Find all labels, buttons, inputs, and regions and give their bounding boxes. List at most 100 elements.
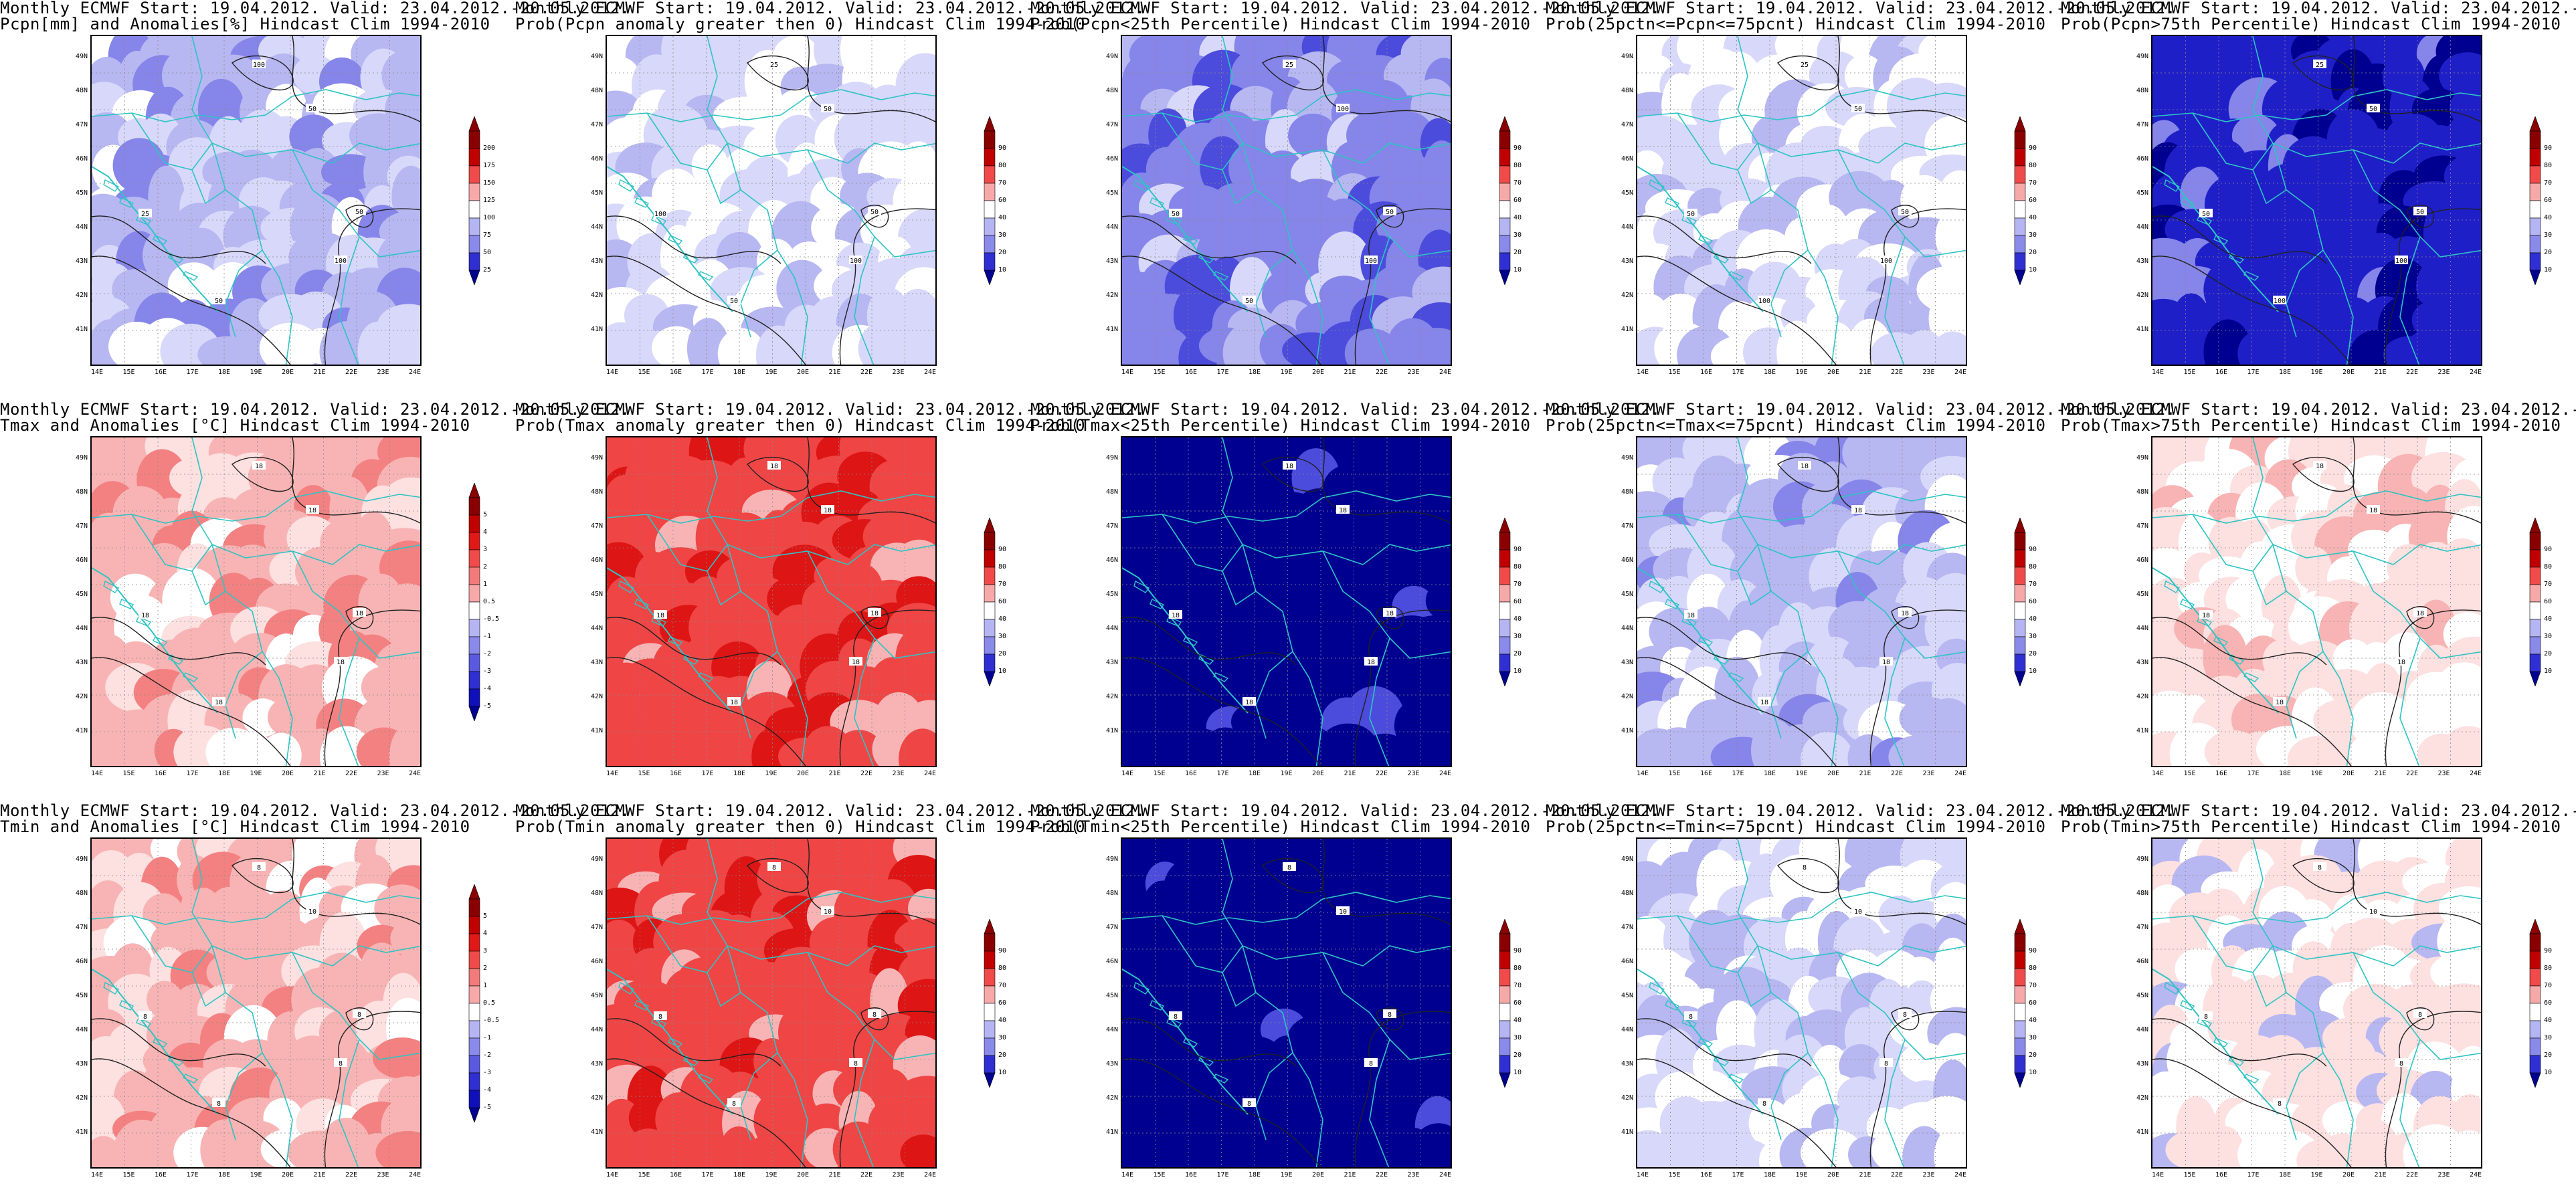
country-border [1770, 651, 1809, 739]
contour-label: 50 [730, 298, 738, 305]
map-panel: Monthly ECMWF Start: 19.04.2012. Valid: … [515, 401, 1145, 803]
lat-tick-label: 44N [1621, 625, 1633, 632]
country-border [2326, 490, 2481, 517]
lon-tick-label: 16E [154, 770, 167, 777]
lon-tick-label: 23E [1407, 770, 1420, 777]
island-outline [634, 1000, 650, 1011]
colorbar-segment [984, 183, 996, 201]
lat-tick-label: 44N [590, 1026, 603, 1033]
lat-tick-label: 47N [590, 924, 603, 931]
island-outline [618, 179, 635, 192]
colorbar-segment [2529, 1055, 2541, 1074]
colorbar-label: 60 [1513, 598, 1522, 605]
colorbar-segment [2014, 654, 2026, 672]
island-outline [1681, 1017, 1697, 1028]
colorbar-segment [1499, 601, 1511, 620]
colorbar-segment [468, 688, 480, 707]
map-canvas: 8 8 10 8 8 8 [92, 839, 420, 1167]
island-outline [1728, 271, 1744, 281]
island-outline [119, 1000, 134, 1011]
lat-tick-label: 46N [1105, 155, 1118, 163]
contour-label-bg [2395, 657, 2408, 666]
field-cell [1378, 1029, 1427, 1094]
country-border [847, 142, 935, 164]
lat-tick-label: 45N [75, 591, 88, 598]
map-title-line2: Prob(Tmin<25th Percentile) Hindcast Clim… [1030, 817, 1531, 836]
lon-tick-label: 20E [1311, 1171, 1325, 1179]
lon-tick-label: 14E [1636, 770, 1649, 777]
country-border [131, 514, 213, 572]
lat-tick-label: 45N [1105, 189, 1118, 197]
country-border [607, 514, 781, 524]
contour-label-bg [821, 906, 834, 915]
lon-tick-label: 17E [1732, 770, 1744, 777]
map-panel: Monthly ECMWF Start: 19.04.2012. Valid: … [1030, 803, 1660, 1204]
contour-line [1637, 215, 1812, 264]
contour-label: 8 [1388, 1011, 1392, 1019]
contour-label-bg [334, 657, 347, 666]
colorbar-segment [2529, 601, 2541, 620]
lon-tick-label: 14E [606, 369, 619, 376]
field-cell [375, 1130, 420, 1167]
contour-line [1376, 205, 1404, 228]
contour-label: 8 [257, 864, 261, 872]
country-border [2326, 89, 2481, 116]
colorbar-label: 25 [483, 266, 492, 274]
lat-tick-label: 49N [2136, 856, 2148, 863]
country-border [1162, 112, 1243, 171]
country-border [292, 952, 420, 1060]
country-border [1369, 637, 1390, 766]
colorbar [984, 919, 996, 1088]
colorbar-segment [2529, 968, 2541, 987]
lon-tick-label: 24E [2469, 770, 2482, 777]
lon-tick-label: 17E [701, 369, 714, 376]
colorbar-segment [984, 933, 996, 952]
contour-label-bg [727, 296, 741, 304]
colorbar-min-arrow [2014, 1072, 2026, 1088]
island-outline [119, 599, 134, 609]
contour-label-bg [1684, 1011, 1697, 1020]
country-border [1637, 112, 1812, 122]
lat-tick-label: 49N [2136, 454, 2148, 462]
colorbar-label: 60 [1513, 999, 1522, 1007]
country-border [854, 236, 875, 365]
lon-tick-label: 18E [1763, 770, 1776, 777]
contour-label-bg [1758, 1098, 1771, 1107]
lat-tick-label: 43N [2136, 1060, 2148, 1068]
map-title-line2: Prob(Pcpn anomaly greater then 0) Hindca… [515, 15, 1086, 33]
lat-tick-label: 47N [590, 522, 603, 530]
colorbar-segment [2529, 636, 2541, 655]
colorbar [2529, 919, 2541, 1088]
colorbar-label: 70 [2029, 179, 2037, 187]
colorbar-segment [984, 130, 996, 149]
lat-tick-label: 49N [2136, 53, 2148, 60]
map-panel: Monthly ECMWF Start: 19.04.2012. Valid: … [0, 401, 630, 803]
lon-tick-label: 14E [606, 770, 619, 777]
colorbar-segment [468, 252, 480, 271]
colorbar-label: 80 [1513, 563, 1522, 571]
lat-tick-label: 42N [590, 693, 603, 700]
contour-label: 8 [1369, 1060, 1373, 1068]
lon-tick-label: 17E [701, 770, 714, 777]
field-cell [260, 732, 302, 766]
contour-label: 50 [1172, 211, 1180, 218]
map-title: Monthly ECMWF Start: 19.04.2012. Valid: … [0, 803, 630, 835]
contour-line [607, 617, 781, 666]
colorbar-segment [468, 619, 480, 637]
island-outline [1183, 636, 1198, 646]
map-canvas: 100 50 50 100 25 50 [607, 36, 935, 365]
colorbar-label: 80 [1513, 965, 1522, 972]
country-border [2286, 1052, 2324, 1140]
contour-label: 18 [1760, 699, 1768, 706]
country-border [1884, 1039, 1906, 1167]
lon-tick-label: 20E [1311, 369, 1325, 376]
colorbar-max-arrow [2014, 116, 2026, 132]
lat-tick-label: 41N [1621, 326, 1633, 333]
map-title: Monthly ECMWF Start: 19.04.2012. Valid: … [2061, 803, 2576, 835]
colorbar-segment [1499, 985, 1511, 1004]
contour-label: 18 [355, 610, 363, 617]
contour-label-bg [1283, 862, 1296, 871]
colorbar-segment [1499, 1037, 1511, 1056]
lat-tick-label: 49N [75, 53, 88, 60]
colorbar-segment [468, 898, 480, 917]
